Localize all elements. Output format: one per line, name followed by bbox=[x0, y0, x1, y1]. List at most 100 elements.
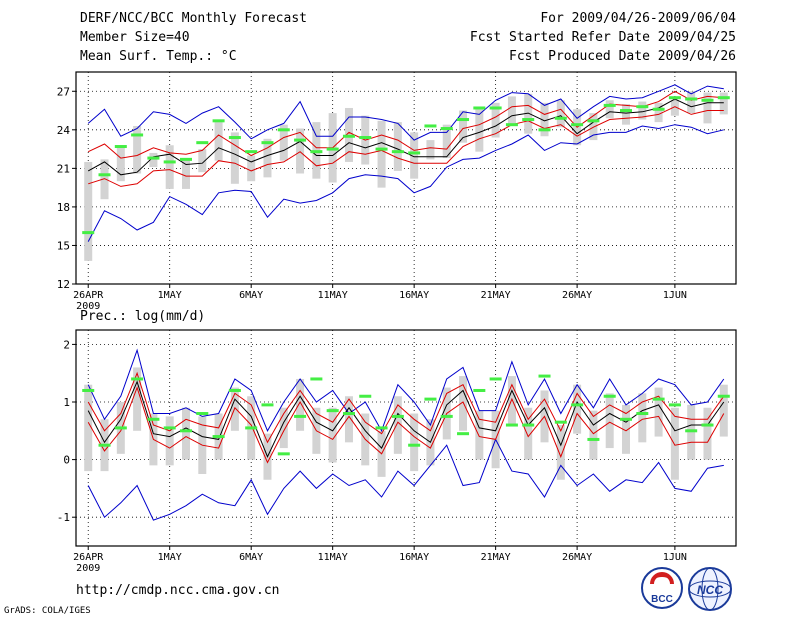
observed-marker bbox=[489, 106, 502, 110]
spread-bar bbox=[100, 159, 109, 200]
y-tick-label: 18 bbox=[57, 201, 70, 214]
spread-bar bbox=[605, 393, 614, 449]
spread-bar bbox=[670, 407, 679, 480]
observed-marker bbox=[587, 119, 600, 123]
spread-bar bbox=[344, 396, 353, 443]
variable-label: Mean Surf. Temp.: °C bbox=[80, 49, 237, 64]
observed-marker bbox=[180, 429, 192, 433]
lower-band-line bbox=[88, 106, 724, 187]
max-line bbox=[87, 84, 724, 141]
observed-marker bbox=[685, 97, 698, 101]
spread-bar bbox=[475, 109, 484, 152]
observed-marker bbox=[652, 107, 665, 111]
spread-bar bbox=[296, 378, 305, 431]
observed-marker bbox=[277, 452, 290, 456]
refer-date: Fcst Started Refer Date 2009/04/25 bbox=[469, 30, 736, 45]
observed-marker bbox=[489, 377, 502, 381]
x-tick-label: 26MAY bbox=[562, 290, 592, 301]
observed-marker bbox=[522, 118, 535, 122]
chart-title: DERF/NCC/BCC Monthly Forecast bbox=[80, 11, 307, 26]
spread-bar bbox=[410, 413, 419, 472]
x-tick-label: 26APR bbox=[73, 290, 104, 301]
x-tick-label: 11MAY bbox=[318, 552, 348, 563]
observed-marker bbox=[538, 128, 551, 132]
spread-bar bbox=[719, 384, 728, 437]
website-url[interactable]: http://cmdp.ncc.cma.gov.cn bbox=[76, 583, 280, 598]
spread-bar bbox=[540, 102, 549, 137]
ensemble-mean-line bbox=[87, 380, 725, 458]
observed-marker bbox=[131, 133, 144, 137]
spread-bar bbox=[296, 128, 305, 174]
spread-bar bbox=[182, 407, 190, 460]
precip-panel-title: Prec.: log(mm/d) bbox=[80, 309, 206, 324]
observed-marker bbox=[571, 403, 584, 407]
observed-marker bbox=[685, 429, 698, 433]
spread-bar bbox=[589, 410, 598, 460]
observed-marker bbox=[245, 150, 258, 154]
observed-marker bbox=[505, 123, 518, 127]
spread-bar bbox=[182, 160, 190, 189]
y-tick-label: 2 bbox=[63, 338, 70, 351]
x-tick-label: 26MAY bbox=[562, 552, 592, 563]
spread-bar bbox=[214, 122, 223, 161]
spread-bar bbox=[524, 407, 533, 460]
spread-bar bbox=[328, 407, 337, 463]
spread-bar bbox=[719, 92, 728, 115]
spread-bar bbox=[84, 161, 93, 261]
lower-band-line bbox=[87, 386, 725, 464]
y-tick-label: 0 bbox=[63, 454, 70, 467]
spread-bar bbox=[638, 393, 647, 443]
spread-bar bbox=[149, 152, 158, 168]
observed-marker bbox=[620, 417, 632, 421]
observed-marker bbox=[82, 388, 95, 392]
spread-bar bbox=[198, 149, 207, 173]
observed-marker bbox=[554, 420, 567, 424]
spread-bar bbox=[393, 122, 402, 171]
spread-bar bbox=[263, 138, 272, 178]
spread-bar bbox=[605, 100, 614, 119]
spread-bar bbox=[279, 407, 288, 449]
spread-bar bbox=[524, 93, 533, 134]
observed-marker bbox=[147, 156, 160, 160]
observed-marker bbox=[408, 151, 421, 155]
observed-marker bbox=[212, 435, 225, 439]
grads-credit: GrADS: COLA/IGES bbox=[4, 606, 91, 616]
spread-bar bbox=[165, 145, 174, 189]
spread-bar bbox=[670, 100, 679, 116]
bcc-logo-text: BCC bbox=[651, 594, 673, 605]
observed-marker bbox=[131, 377, 144, 381]
spread-bar bbox=[84, 384, 93, 472]
spread-bar bbox=[703, 92, 712, 124]
observed-marker bbox=[375, 147, 388, 151]
observed-marker bbox=[424, 397, 437, 401]
observed-marker bbox=[342, 412, 355, 416]
spread-bar bbox=[622, 104, 630, 125]
observed-marker bbox=[326, 409, 339, 413]
spread-bar bbox=[279, 124, 288, 161]
x-tick-label: 6MAY bbox=[239, 290, 263, 301]
x-tick-label: 21MAY bbox=[481, 552, 511, 563]
observed-marker bbox=[457, 118, 470, 122]
spread-bar bbox=[703, 407, 712, 460]
observed-marker bbox=[196, 141, 209, 145]
observed-marker bbox=[587, 437, 600, 441]
y-tick-label: 24 bbox=[57, 124, 71, 137]
x-tick-sublabel: 2009 bbox=[76, 301, 100, 312]
x-tick-sublabel: 2009 bbox=[76, 563, 100, 574]
spread-bar bbox=[475, 410, 484, 460]
spread-bar bbox=[573, 384, 582, 434]
spread-bar bbox=[556, 100, 565, 128]
observed-marker bbox=[310, 150, 323, 154]
spread-bar bbox=[556, 425, 565, 480]
x-tick-label: 6MAY bbox=[239, 552, 263, 563]
upper-band-line bbox=[87, 371, 725, 444]
observed-marker bbox=[473, 388, 486, 392]
plot-frame bbox=[75, 329, 737, 547]
spread-bar bbox=[459, 110, 468, 143]
observed-marker bbox=[636, 412, 649, 416]
spread-bar bbox=[507, 96, 516, 126]
observed-marker bbox=[114, 145, 127, 149]
observed-marker bbox=[717, 394, 730, 398]
observed-marker bbox=[326, 147, 339, 151]
